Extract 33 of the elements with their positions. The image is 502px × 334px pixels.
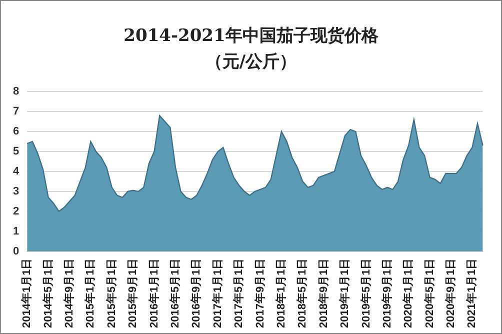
x-tick-label: 2018年9月1日 (316, 258, 330, 328)
x-tick-label: 2017年5月1日 (232, 258, 246, 328)
x-tick-label: 2014年5月1日 (41, 258, 54, 328)
x-tick-label: 2017年1月1日 (210, 258, 224, 328)
x-tick-label: 2015年9月1日 (126, 258, 140, 328)
y-tick-label: 5 (12, 146, 20, 158)
y-tick-label: 8 (12, 86, 20, 98)
chart-title: 2014-2021年中国茄子现货价格 (122, 25, 380, 48)
x-tick-label: 2014年9月1日 (62, 258, 76, 328)
x-tick-label: 2015年1月1日 (84, 258, 97, 328)
x-tick-label: 2016年1月1日 (147, 258, 160, 328)
y-tick-label: 3 (12, 185, 20, 198)
y-tick-label: 1 (12, 225, 20, 238)
y-tick-label: 2 (12, 205, 20, 218)
x-tick-label: 2019年5月1日 (359, 258, 372, 328)
x-tick-label: 2019年9月1日 (380, 258, 394, 328)
x-tick-label: 2016年9月1日 (190, 258, 203, 328)
y-tick-label: 6 (12, 126, 20, 138)
y-tick-label: 7 (12, 106, 20, 118)
x-tick-label: 2018年1月1日 (274, 258, 288, 328)
x-tick-label: 2020年1月1日 (402, 258, 415, 328)
x-tick-label: 2018年5月1日 (296, 258, 309, 328)
x-tick-label: 2019年1月1日 (338, 258, 352, 328)
x-tick-label: 2014年1月1日 (20, 258, 34, 328)
x-tick-label: 2016年5月1日 (168, 258, 182, 328)
chart-subtitle: （元/公斤） (204, 51, 298, 74)
x-tick-label: 2020年9月1日 (444, 258, 458, 328)
x-tick-label: 2017年9月1日 (253, 258, 266, 328)
x-tick-label: 2021年1月1日 (465, 258, 478, 328)
x-tick-label: 2020年5月1日 (422, 258, 436, 328)
y-tick-label: 0 (12, 245, 20, 258)
y-tick-label: 4 (12, 165, 20, 178)
x-tick-label: 2015年5月1日 (104, 258, 118, 328)
